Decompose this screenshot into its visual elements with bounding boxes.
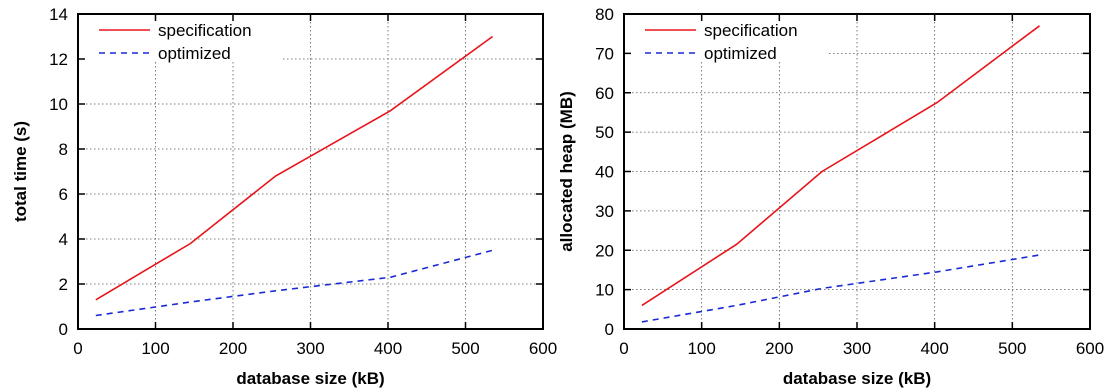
y-tick-label: 70 [595,44,614,63]
y-tick-label: 0 [605,320,614,339]
x-axis-label: database size (kB) [783,369,931,388]
x-axis-label: database size (kB) [236,369,384,388]
heap-chart: 0 100 200 300 400 500 600 0 10 20 30 40 50 60 70 80 data… [557,5,1104,388]
y-tick-label: 20 [595,241,614,260]
y-tick-label: 40 [595,163,614,182]
grid [78,14,543,329]
x-tick-label: 0 [619,339,628,358]
x-tick-label: 200 [219,339,247,358]
x-tick-label: 300 [843,339,871,358]
legend: specification optimized [645,21,798,63]
series-line-optimized [641,254,1040,323]
y-tick-label: 4 [59,230,68,249]
y-tick-label: 0 [59,320,68,339]
series-line-specification [95,35,494,301]
series-line-optimized [95,249,493,317]
x-tick-label: 0 [73,339,82,358]
y-tick-label: 80 [595,5,614,24]
legend-label: specification [158,21,252,40]
x-tick-label: 600 [1076,339,1104,358]
y-tick-label: 6 [59,185,68,204]
x-tick-label: 100 [141,339,169,358]
y-tick-label: 10 [49,95,68,114]
x-tick-label: 500 [998,339,1026,358]
x-tick-label: 600 [529,339,557,358]
y-tick-label: 2 [59,275,68,294]
legend: specification optimized [99,21,252,63]
x-tick-label: 400 [920,339,948,358]
time-chart: 0 100 200 300 400 500 600 0 2 4 6 8 10 12 14 database s… [11,5,557,388]
y-axis-label: allocated heap (MB) [557,91,576,252]
y-tick-label: 30 [595,202,614,221]
x-tick-label: 400 [374,339,402,358]
grid [624,14,1090,329]
y-tick-label: 12 [49,50,68,69]
y-tick-label: 50 [595,123,614,142]
x-tick-label: 200 [765,339,793,358]
legend-label: optimized [704,44,777,63]
legend-label: optimized [158,44,231,63]
y-tick-label: 8 [59,140,68,159]
y-tick-label: 14 [49,5,68,24]
series-line-specification [641,25,1040,307]
x-tick-label: 300 [296,339,324,358]
y-axis-label: total time (s) [11,121,30,222]
x-tick-label: 100 [687,339,715,358]
y-tick-label: 10 [595,281,614,300]
x-tick-label: 500 [451,339,479,358]
y-tick-label: 60 [595,84,614,103]
legend-label: specification [704,21,798,40]
